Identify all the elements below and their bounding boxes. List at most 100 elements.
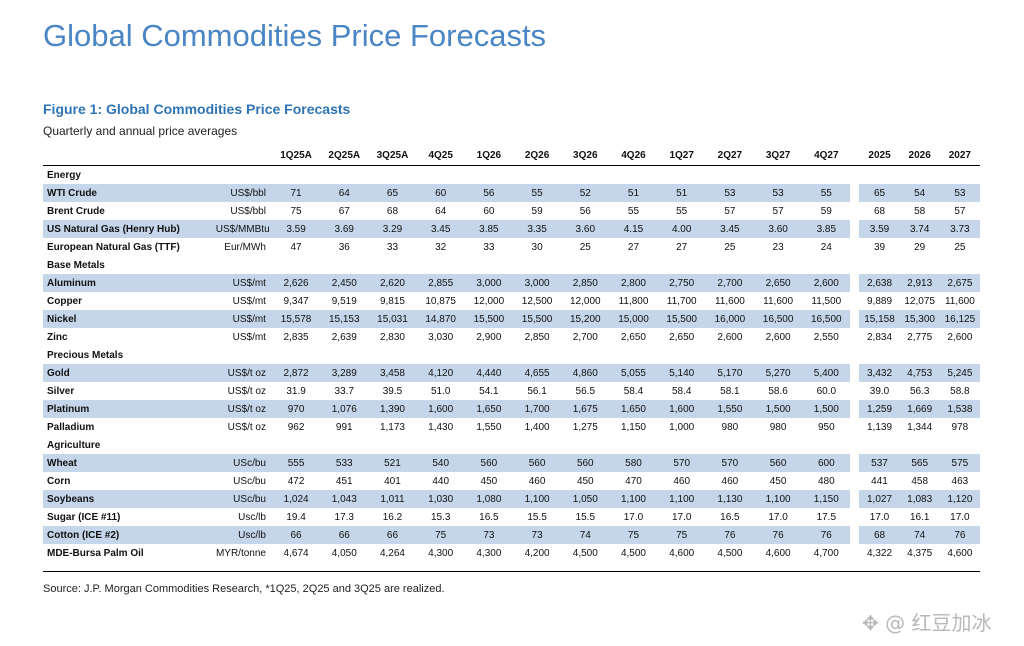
value-cell: 9,519 [331, 295, 357, 307]
value-cell: 460 [721, 475, 739, 487]
value-cell: 66 [271, 526, 321, 544]
value-cell: 1,076 [320, 400, 369, 418]
value-cell: 75 [609, 526, 658, 544]
value-cell: 15,500 [657, 310, 706, 328]
commodity-name: Silver [47, 385, 75, 397]
commodity-name: Platinum [43, 400, 216, 418]
value-cell: 60 [416, 184, 465, 202]
value-cell: 16,000 [705, 310, 754, 328]
value-cell: 58.1 [720, 385, 740, 397]
value-cell: 950 [817, 421, 835, 433]
commodity-name: Aluminum [43, 274, 216, 292]
value-cell: 1,139 [867, 421, 893, 433]
value-cell: 16.2 [382, 511, 403, 523]
value-cell: 1,080 [464, 490, 513, 508]
value-cell: 15.5 [575, 511, 596, 523]
value-cell: 2,620 [368, 274, 417, 292]
value-cell: 3.59 [859, 220, 900, 238]
gap-cell [850, 184, 860, 202]
value-cell: 12,000 [569, 295, 601, 307]
value-cell: 12,075 [904, 295, 935, 307]
commodity-name: Brent Crude [47, 205, 105, 217]
commodity-name: Palladium [47, 421, 95, 433]
gap-cell [850, 400, 860, 418]
value-cell: 450 [769, 475, 787, 487]
value-cell: 16.5 [720, 511, 740, 523]
value-cell: 55 [802, 184, 851, 202]
value-cell: 1,100 [754, 490, 803, 508]
value-cell: 53 [754, 184, 803, 202]
value-cell: 4,600 [947, 547, 973, 559]
value-cell: 27 [627, 241, 640, 253]
value-cell: 68 [386, 205, 399, 217]
value-cell: 4,600 [669, 547, 695, 559]
value-cell: 1,700 [512, 400, 562, 418]
value-cell: 68 [873, 205, 886, 217]
value-cell: 1,011 [368, 490, 417, 508]
value-cell: 440 [432, 475, 450, 487]
commodity-name: Corn [47, 475, 71, 487]
value-cell: 1,043 [320, 490, 369, 508]
value-cell: 3.85 [464, 220, 513, 238]
value-cell: 1,400 [524, 421, 550, 433]
commodity-name: MDE-Bursa Palm Oil [47, 547, 144, 559]
value-cell: 15,031 [368, 310, 417, 328]
value-cell: 65 [368, 184, 417, 202]
value-cell: 17.0 [869, 511, 890, 523]
gap-cell [850, 310, 860, 328]
value-cell: 11,600 [714, 295, 745, 307]
value-cell: 56 [464, 184, 513, 202]
value-cell: 15,500 [512, 310, 562, 328]
value-cell: 1,275 [572, 421, 598, 433]
value-cell: 980 [721, 421, 739, 433]
value-cell: 560 [561, 454, 610, 472]
table-row: US Natural Gas (Henry Hub) US$/MMBtu 3.59 3… [43, 220, 980, 238]
value-cell: 1,100 [512, 490, 562, 508]
value-cell: 1,259 [859, 400, 900, 418]
value-cell: 17.5 [816, 511, 837, 523]
column-header: 3Q25A [368, 145, 417, 166]
value-cell: 17.0 [950, 511, 970, 523]
commodity-unit: US$/mt [232, 295, 266, 307]
value-cell: 3,432 [859, 364, 900, 382]
header-gap-cell [850, 145, 860, 166]
value-cell: 15,300 [899, 310, 940, 328]
value-cell: 2,650 [754, 274, 803, 292]
commodity-name: European Natural Gas (TTF) [47, 241, 180, 253]
section-row: Precious Metals [43, 346, 980, 364]
value-cell: 2,750 [657, 274, 706, 292]
table-row: Corn USc/bu 472 451 401 440 450 460 450 470 460 460… [43, 472, 980, 490]
value-cell: 2,650 [669, 331, 695, 343]
value-cell: 451 [335, 475, 353, 487]
commodity-name: Nickel [43, 310, 216, 328]
value-cell: 65 [859, 184, 900, 202]
commodity-unit: US$/mt [215, 274, 272, 292]
section-title: Energy [47, 169, 81, 181]
commodity-unit: USc/bu [215, 490, 272, 508]
value-cell: 5,170 [705, 364, 754, 382]
column-header: 2027 [939, 145, 980, 166]
value-cell: 3.74 [899, 220, 940, 238]
column-header: 2026 [899, 145, 940, 166]
value-cell: 12,000 [473, 295, 505, 307]
value-cell: 73 [464, 526, 513, 544]
value-cell: 17.0 [623, 511, 644, 523]
column-header: 3Q26 [561, 145, 610, 166]
value-cell: 3.85 [802, 220, 851, 238]
value-cell: 4,375 [907, 547, 933, 559]
value-cell: 56.3 [909, 385, 930, 397]
value-cell: 4,264 [379, 547, 405, 559]
value-cell: 53 [705, 184, 754, 202]
value-cell: 5,055 [609, 364, 658, 382]
value-cell: 1,600 [657, 400, 706, 418]
value-cell: 76 [705, 526, 754, 544]
commodity-name: Soybeans [43, 490, 216, 508]
value-cell: 4,120 [416, 364, 465, 382]
value-cell: 23 [772, 241, 784, 253]
value-cell: 3.45 [705, 220, 754, 238]
value-cell: 32 [435, 241, 447, 253]
value-cell: 1,390 [368, 400, 417, 418]
value-cell: 68 [859, 526, 900, 544]
commodity-unit: Usc/lb [238, 511, 266, 523]
value-cell: 570 [705, 454, 754, 472]
